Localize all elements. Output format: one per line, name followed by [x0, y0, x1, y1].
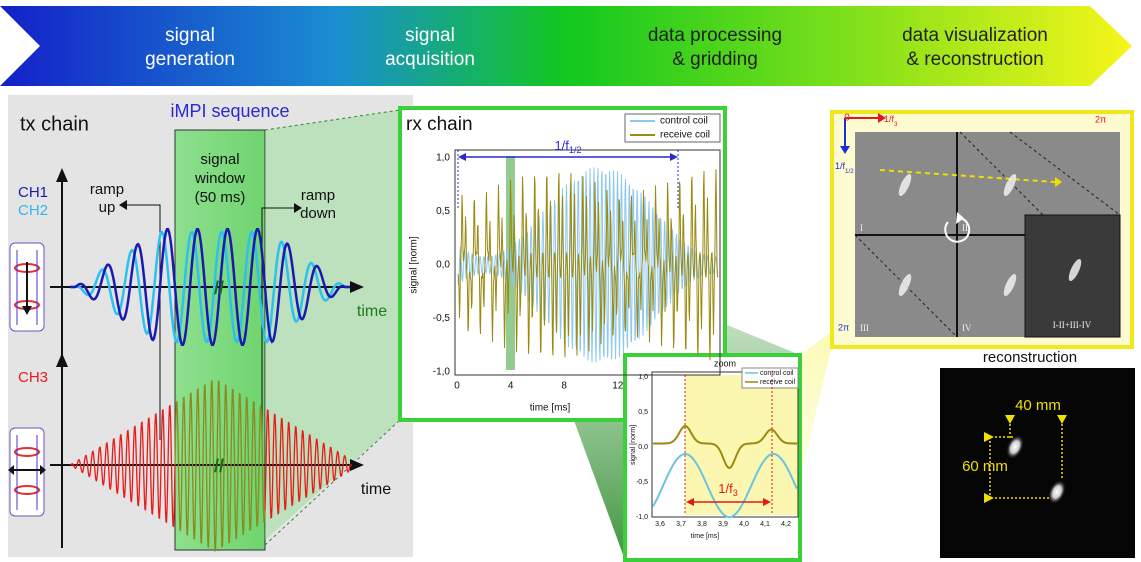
channel-label: CH3: [18, 369, 48, 386]
axis-label: time [ms]: [691, 533, 719, 540]
panel-title: tx chain: [20, 113, 89, 135]
legend-label: receive coil: [760, 379, 795, 386]
stage-label: signal: [165, 25, 215, 46]
sequence-title: iMPI sequence: [170, 101, 289, 121]
axis-label: 2π: [1095, 114, 1106, 124]
quadrant-label: III: [860, 323, 869, 333]
y-tick-label: -0,5: [433, 313, 451, 324]
window-label: signal: [200, 151, 239, 168]
coil-icon: [8, 428, 46, 516]
quadrant-label: I: [860, 223, 863, 233]
y-tick-label: 0,5: [436, 206, 450, 217]
axis-label: signal [norm]: [630, 425, 637, 465]
panel-title: reconstruction: [983, 349, 1077, 366]
y-tick-label: -1,0: [636, 514, 648, 521]
x-tick-label: 3,6: [655, 521, 665, 528]
x-tick-label: 3,9: [718, 521, 728, 528]
quadrant-label: I-II+III-IV: [1053, 320, 1092, 330]
x-tick-label: 12: [612, 381, 624, 392]
x-tick-label: 4: [508, 381, 514, 392]
period-highlight: [685, 375, 798, 515]
axis-label: time [ms]: [530, 403, 571, 414]
y-tick-label: 0,0: [436, 260, 450, 271]
legend-label: control coil: [660, 116, 708, 127]
y-tick-label: 0,0: [638, 444, 648, 451]
x-tick-label: 4,0: [739, 521, 749, 528]
x-tick-label: 4,2: [781, 521, 791, 528]
stage-label: data processing: [648, 25, 782, 46]
x-tick-label: 3,7: [676, 521, 686, 528]
channel-label: CH2: [18, 202, 48, 219]
ramp-label: ramp: [301, 187, 335, 204]
y-tick-label: -1,0: [433, 367, 451, 378]
axis-label: 2π: [838, 322, 849, 332]
panel-title: zoom: [714, 358, 736, 368]
x-tick-label: 8: [561, 381, 567, 392]
x-tick-label: 0: [454, 381, 460, 392]
ramp-label: up: [99, 199, 116, 216]
stage-label: & reconstruction: [906, 49, 1043, 70]
break-mark: //: [214, 278, 224, 298]
panel-title: rx chain: [406, 114, 473, 135]
x-tick-label: 4,1: [760, 521, 770, 528]
window-label: (50 ms): [195, 189, 246, 206]
y-tick-label: 1,0: [638, 374, 648, 381]
ramp-label: ramp: [90, 181, 124, 198]
measure-label: 60 mm: [962, 458, 1008, 475]
y-tick-label: 0,5: [638, 409, 648, 416]
legend-label: control coil: [760, 370, 794, 377]
quadrant-label: II: [962, 223, 968, 233]
quadrant-label: IV: [962, 323, 972, 333]
axis-label: 0: [844, 113, 850, 124]
stage-label: acquisition: [385, 49, 475, 70]
stage-label: signal: [405, 25, 455, 46]
stage-label: generation: [145, 49, 235, 70]
legend-label: receive coil: [660, 130, 710, 141]
channel-label: CH1: [18, 184, 48, 201]
axis-label: time: [357, 303, 387, 320]
axis-label: time: [361, 481, 391, 498]
y-tick-label: 1,0: [436, 153, 450, 164]
stage-label: & gridding: [672, 49, 758, 70]
coil-icon: [10, 243, 44, 331]
figure: signal generation signal acquisition data pr…: [0, 0, 1141, 562]
break-mark: //: [214, 456, 224, 476]
x-tick-label: 3,8: [697, 521, 707, 528]
axis-label: signal [norm]: [409, 236, 420, 293]
ramp-label: down: [300, 205, 336, 222]
window-label: window: [194, 170, 245, 187]
measure-label: 40 mm: [1015, 397, 1061, 414]
stage-label: data visualization: [902, 25, 1048, 46]
y-tick-label: -0,5: [636, 479, 648, 486]
